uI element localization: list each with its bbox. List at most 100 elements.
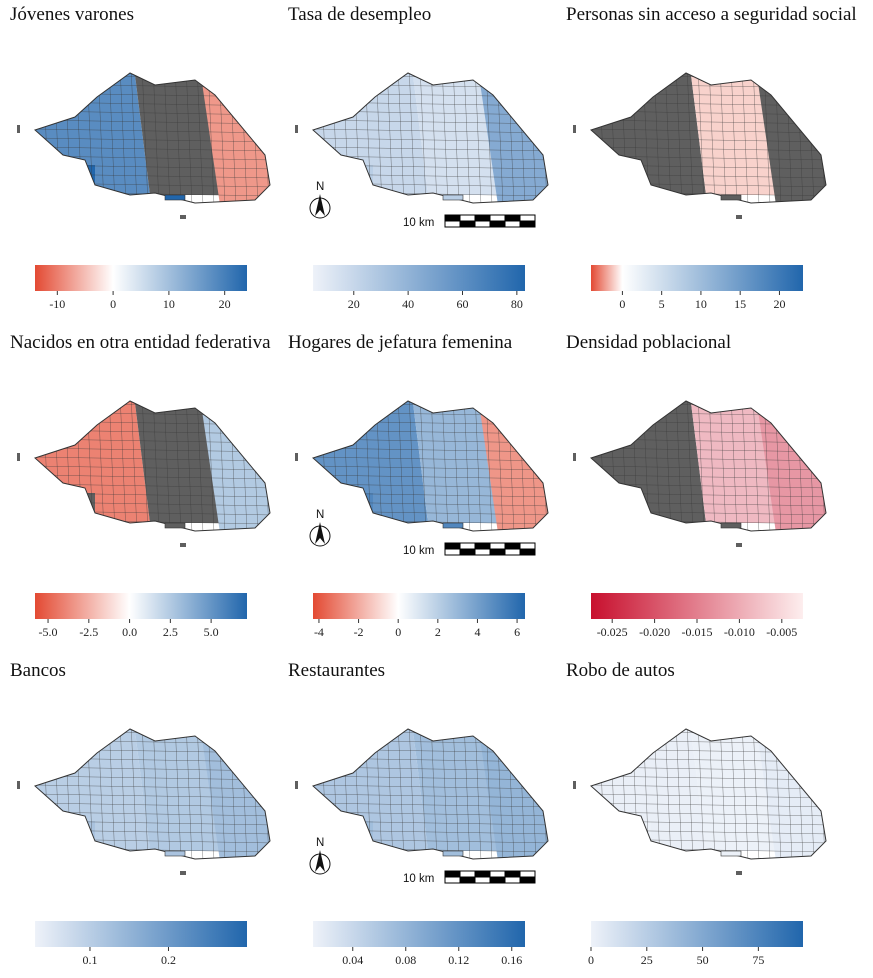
- map-regions: [313, 65, 558, 205]
- legend-bar: [313, 593, 525, 619]
- tract-line: [719, 729, 727, 859]
- tract-line: [313, 793, 548, 799]
- tract-line: [313, 456, 548, 462]
- tract-line: [752, 73, 760, 203]
- tract-line: [591, 146, 826, 152]
- scale-bar: 10 km: [403, 542, 536, 557]
- scale-bar-segment: [489, 548, 506, 556]
- tract-line: [430, 401, 438, 531]
- legend-tick-label: -10: [49, 297, 65, 311]
- map-area: [295, 728, 549, 875]
- tract-line: [552, 393, 558, 533]
- tract-line: [408, 73, 416, 203]
- tract-line: [386, 729, 394, 859]
- tract-line: [675, 401, 683, 531]
- city-outline: [312, 72, 549, 204]
- panel-title: Densidad poblacional: [566, 332, 731, 353]
- tract-line: [35, 802, 270, 808]
- tract-line: [719, 73, 727, 203]
- legend-tick-label: -5.0: [39, 625, 58, 639]
- tract-line: [591, 402, 826, 408]
- legend-tick-label: 0.2: [161, 953, 176, 967]
- outlying-area: [442, 522, 464, 529]
- tract-line: [152, 73, 160, 203]
- map-panel-4: Nacidos en otra entidad federativa -5.0 -2…: [10, 332, 280, 639]
- tract-line: [119, 401, 127, 531]
- tract-line: [664, 729, 672, 859]
- outlying-area: [295, 125, 298, 133]
- tract-line: [708, 401, 716, 531]
- legend-bar: [591, 265, 803, 291]
- tract-line: [185, 73, 193, 203]
- tract-line: [130, 729, 138, 859]
- scale-bar-segment: [474, 870, 491, 878]
- legend-bar: [591, 593, 803, 619]
- tract-line: [591, 200, 826, 203]
- tract-line: [452, 73, 460, 203]
- scale-bar-segment: [474, 876, 491, 884]
- tract-line: [313, 402, 548, 408]
- tract-line: [591, 793, 826, 799]
- scale-bar-segment: [489, 220, 506, 228]
- scale-bar: 10 km: [403, 214, 536, 229]
- scale-bar-segment: [444, 220, 461, 228]
- tract-line: [591, 128, 826, 134]
- map-panel-6: Densidad poblacional-0.025 -0.020 -0.015 -0…: [566, 332, 827, 639]
- outlying-area: [295, 453, 298, 461]
- legend-tick-label: -0.005: [766, 625, 797, 639]
- tract-line: [274, 65, 280, 205]
- outlying-area: [180, 215, 186, 219]
- north-label: N: [316, 509, 324, 521]
- scale-bar-segment: [459, 542, 476, 550]
- panel-title: Robo de autos: [566, 660, 675, 681]
- north-arrow-needle: [315, 850, 325, 872]
- tract-line: [686, 729, 694, 859]
- tract-line: [474, 401, 482, 531]
- map-panel-3: Personas sin acceso a seguridad social 0 5…: [566, 4, 857, 311]
- tract-line: [35, 402, 270, 408]
- legend-tick-label: 0.12: [448, 953, 469, 967]
- tract-line: [591, 456, 826, 462]
- tract-line: [730, 73, 738, 203]
- scale-bar-segment: [504, 542, 521, 550]
- tract-line: [397, 729, 405, 859]
- legend-tick-label: 0.08: [395, 953, 416, 967]
- tract-line: [313, 856, 548, 859]
- tract-line: [163, 729, 171, 859]
- legend-tick-label: 80: [511, 297, 523, 311]
- tract-line: [397, 73, 405, 203]
- tract-line: [313, 155, 548, 161]
- legend-bar: [35, 921, 247, 947]
- map-area: [17, 728, 271, 875]
- scale-bar-segment: [519, 214, 536, 222]
- tract-line: [196, 401, 204, 531]
- legend-colorbar: 0.04 0.08 0.12 0.16: [313, 921, 525, 967]
- tract-line: [441, 401, 449, 531]
- tract-line: [141, 729, 149, 859]
- tract-line: [119, 729, 127, 859]
- tract-line: [463, 729, 471, 859]
- map-panel-2: Tasa de desempleo N 10 km 20 40 60 80: [288, 4, 558, 311]
- tract-line: [313, 811, 548, 817]
- scale-bar-segment: [504, 220, 521, 228]
- scale-bar-segment: [474, 214, 491, 222]
- legend-colorbar: 0 25 50 75: [588, 921, 803, 967]
- tract-line: [591, 155, 826, 161]
- tract-line: [163, 73, 171, 203]
- tract-line: [552, 65, 558, 205]
- city-outline: [590, 728, 827, 860]
- scale-bar-label: 10 km: [403, 217, 434, 229]
- map-panel-5: Hogares de jefatura femenina N 10 km -4 -2 0 2…: [288, 332, 558, 639]
- outlying-area: [164, 522, 186, 529]
- tract-line: [741, 73, 749, 203]
- tract-line: [313, 528, 548, 531]
- legend-tick-label: 5.0: [204, 625, 219, 639]
- legend-tick-label: 2.5: [163, 625, 178, 639]
- legend-tick-label: 25: [641, 953, 653, 967]
- map-area: [17, 393, 280, 547]
- tract-line: [591, 465, 826, 471]
- tract-line: [35, 528, 270, 531]
- tract-line: [313, 137, 548, 143]
- tract-line: [274, 393, 280, 533]
- map-regions: [313, 729, 548, 859]
